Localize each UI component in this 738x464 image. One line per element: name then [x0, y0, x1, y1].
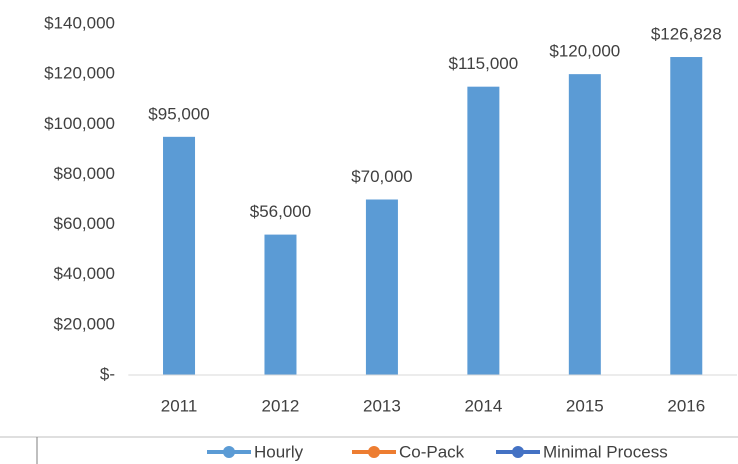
- data-label: $120,000: [549, 42, 620, 61]
- legend-label: Minimal Process: [543, 442, 668, 461]
- y-tick-label: $40,000: [54, 264, 115, 283]
- bar: [467, 86, 500, 375]
- legend-marker: [368, 446, 380, 458]
- bar: [568, 74, 601, 376]
- y-tick-label: $120,000: [44, 64, 115, 83]
- data-label: $95,000: [148, 104, 209, 123]
- data-label: $115,000: [449, 54, 519, 73]
- bar: [163, 136, 196, 375]
- legend-label: Hourly: [254, 442, 304, 461]
- x-tick-label: 2015: [566, 396, 604, 415]
- x-tick-label: 2016: [667, 396, 705, 415]
- x-tick-label: 2011: [161, 396, 198, 415]
- y-tick-label: $-: [100, 364, 115, 383]
- x-tick-label: 2013: [363, 396, 401, 415]
- bar: [264, 234, 297, 375]
- y-tick-label: $100,000: [44, 114, 115, 133]
- bar: [365, 199, 398, 375]
- x-tick-label: 2014: [464, 396, 502, 415]
- x-tick-label: 2012: [262, 396, 300, 415]
- data-label: $70,000: [351, 167, 412, 186]
- legend-marker: [223, 446, 235, 458]
- legend-marker: [512, 446, 524, 458]
- y-tick-label: $60,000: [54, 214, 115, 233]
- data-label: $126,828: [651, 25, 722, 44]
- bar: [670, 57, 703, 376]
- y-tick-label: $80,000: [54, 164, 115, 183]
- y-tick-label: $140,000: [44, 13, 115, 32]
- y-tick-label: $20,000: [54, 314, 115, 333]
- data-label: $56,000: [250, 202, 311, 221]
- legend-label: Co-Pack: [399, 442, 465, 461]
